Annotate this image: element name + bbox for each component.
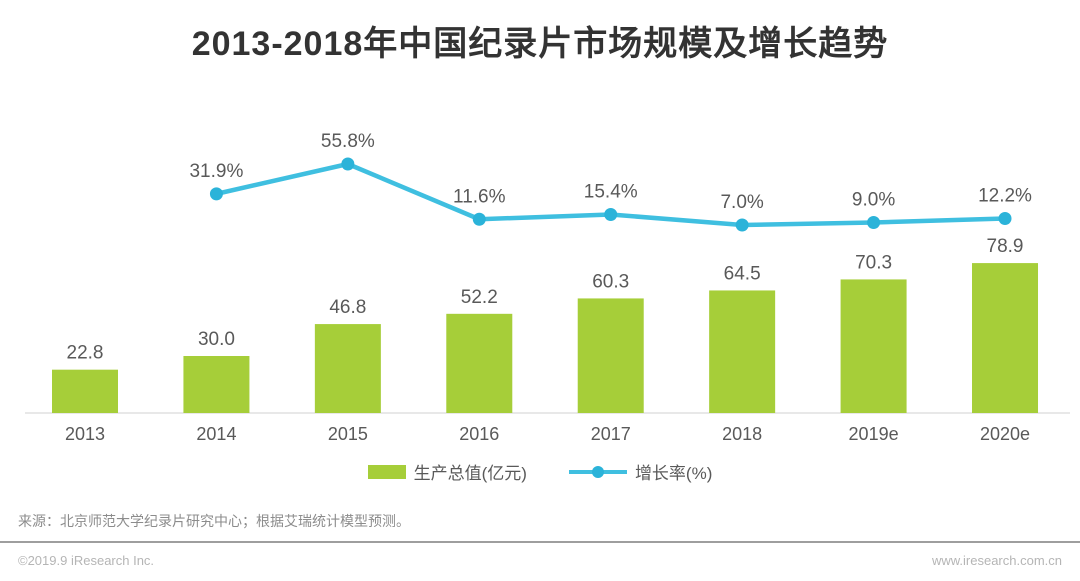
bar-value-label: 60.3 — [592, 271, 629, 292]
chart-legend: 生产总值(亿元) 增长率(%) — [0, 459, 1080, 484]
bar — [577, 298, 644, 413]
growth-value-label: 7.0% — [720, 192, 763, 213]
bar-value-label: 52.2 — [461, 287, 498, 308]
footer-website: www.iresearch.com.cn — [931, 553, 1062, 568]
bar-series-swatch-icon — [367, 464, 406, 479]
bar — [183, 356, 250, 413]
x-axis-tick-label: 2013 — [65, 424, 105, 444]
x-axis-tick-label: 2016 — [459, 424, 499, 444]
legend-item-line-series: 增长率(%) — [568, 459, 713, 484]
bar-value-label: 64.5 — [724, 263, 761, 284]
bar — [52, 369, 118, 413]
x-axis-tick-label: 2015 — [328, 424, 368, 444]
x-axis-tick-label: 2020e — [980, 424, 1030, 444]
bar — [840, 279, 907, 413]
growth-line-point — [209, 187, 223, 201]
growth-value-label: 55.8% — [321, 131, 375, 152]
x-axis-tick-label: 2014 — [196, 424, 236, 444]
legend-item-bar-series: 生产总值(亿元) — [367, 459, 527, 484]
footer-copyright: ©2019.9 iResearch Inc. — [18, 553, 155, 568]
line-series-marker-icon — [568, 465, 627, 478]
bar-value-label: 78.9 — [987, 236, 1024, 257]
legend-label-bar-series: 生产总值(亿元) — [413, 464, 527, 483]
growth-line-point — [472, 212, 486, 226]
bar — [709, 290, 776, 413]
bar — [446, 313, 513, 413]
bar — [314, 324, 381, 413]
bar — [972, 263, 1039, 413]
footer-separator-line — [0, 541, 1080, 543]
x-axis-tick-label: 2017 — [591, 424, 631, 444]
growth-line-point — [341, 157, 355, 171]
growth-value-label: 12.2% — [978, 186, 1032, 207]
growth-value-label: 31.9% — [189, 161, 243, 182]
x-axis-tick-label: 2018 — [722, 424, 762, 444]
growth-line-point — [998, 212, 1012, 225]
growth-value-label: 11.6% — [453, 186, 506, 207]
growth-value-label: 9.0% — [852, 190, 895, 211]
x-axis-tick-label: 2019e — [849, 424, 899, 444]
growth-line-point — [867, 216, 881, 229]
growth-line-point — [604, 208, 618, 221]
source-note: 来源：北京师范大学纪录片研究中心；根据艾瑞统计模型预测。 — [18, 513, 410, 529]
bar-value-label: 46.8 — [329, 297, 366, 318]
bar-value-label: 30.0 — [198, 329, 235, 350]
bar-value-label: 22.8 — [67, 343, 104, 364]
growth-value-label: 15.4% — [584, 182, 638, 203]
chart-svg: 22.8 2013 30.0 2014 46.8 2015 52.2 2016 60.3 2017… — [25, 131, 1070, 444]
growth-line-point — [735, 218, 749, 232]
chart-title: 2013-2018年中国纪录片市场规模及增长趋势 — [191, 25, 889, 63]
bar-value-label: 70.3 — [855, 252, 892, 273]
legend-label-line-series: 增长率(%) — [634, 464, 713, 483]
line-marker-dot — [591, 465, 604, 478]
